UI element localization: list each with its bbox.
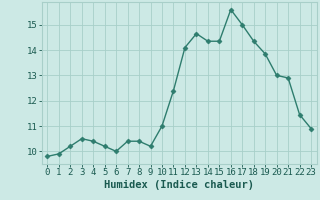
X-axis label: Humidex (Indice chaleur): Humidex (Indice chaleur): [104, 180, 254, 190]
